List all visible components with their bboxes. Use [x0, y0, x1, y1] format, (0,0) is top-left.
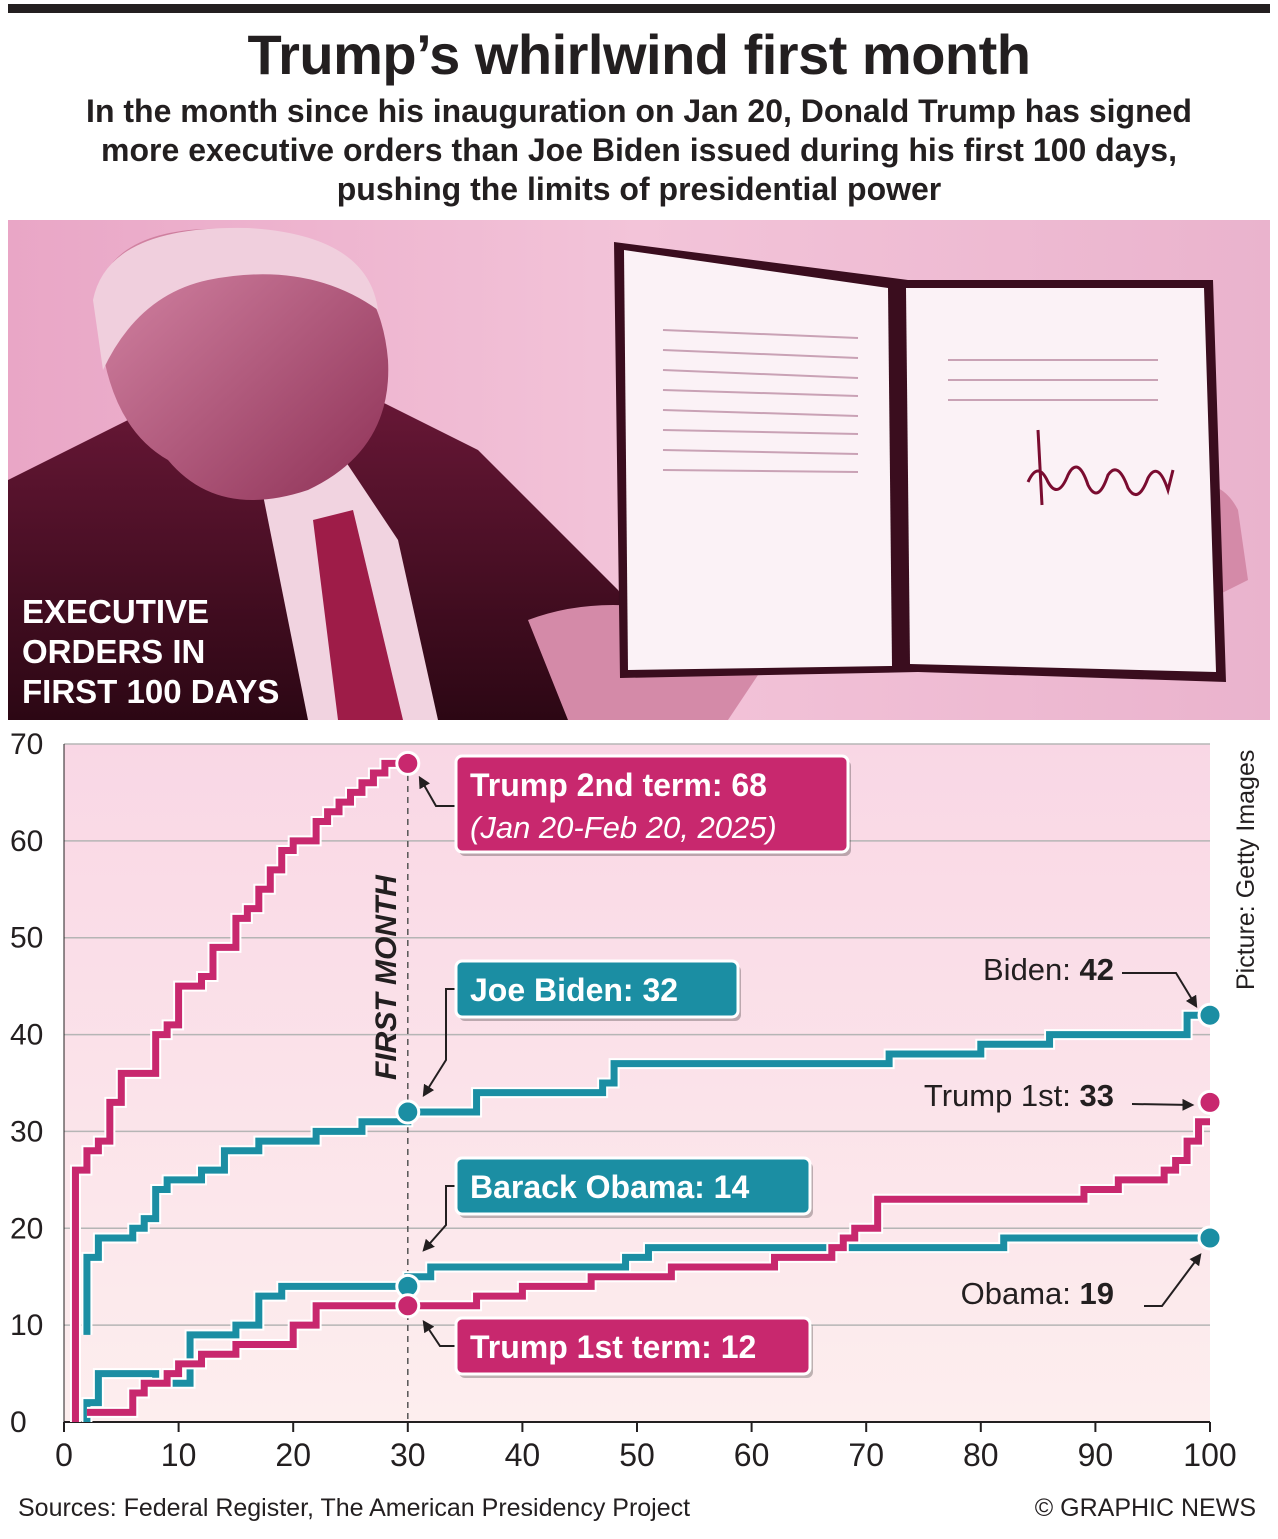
callout-text-trump130: Trump 1st term: 12 [470, 1329, 756, 1365]
x-tick-label: 0 [55, 1437, 73, 1473]
data-point-biden-30 [395, 1099, 421, 1125]
x-tick-label: 20 [275, 1437, 311, 1473]
page-subtitle: In the month since his inauguration on J… [86, 93, 1192, 207]
y-tick-label: 60 [10, 825, 43, 858]
data-point-trump1-100 [1197, 1089, 1223, 1115]
x-tick-label: 30 [390, 1437, 426, 1473]
callout-arrow-obama30 [422, 1185, 456, 1252]
y-tick-label: 20 [10, 1212, 43, 1245]
callout-text-trump2: Trump 2nd term: 68 [470, 767, 767, 803]
y-tick-label: 50 [10, 922, 43, 955]
x-tick-label: 80 [963, 1437, 999, 1473]
end-label-name: Trump 1st: [924, 1078, 1080, 1113]
x-tick-label: 60 [734, 1437, 770, 1473]
y-tick-label: 40 [10, 1019, 43, 1052]
series-line-trump1 [86, 1118, 1210, 1416]
executive-orders-chart: 0 10 20 30 40 50 60 70 0 10 20 30 40 50 60 70 80 90 100 FIR… [10, 728, 1237, 1473]
callout-arrow-trump130 [422, 1320, 456, 1347]
x-tick-label: 70 [848, 1437, 884, 1473]
x-tick-label: 40 [505, 1437, 541, 1473]
x-tick-label: 10 [161, 1437, 197, 1473]
x-tick-label: 50 [619, 1437, 655, 1473]
end-label-value: 42 [1080, 952, 1114, 987]
photo-label-line: FIRST 100 DAYS [22, 673, 280, 710]
photo-label: EXECUTIVE ORDERS IN FIRST 100 DAYS [22, 592, 279, 712]
photo-credit: Picture: Getty Images [1232, 749, 1260, 990]
y-tick-label: 70 [10, 728, 43, 761]
callout-box-trump130 [454, 1316, 812, 1376]
y-tick-label: 0 [10, 1406, 27, 1439]
callout-text-biden30: Joe Biden: 32 [470, 972, 678, 1008]
series-line-obama [83, 1234, 1210, 1422]
x-tick-label: 90 [1078, 1437, 1114, 1473]
x-tick-label: 100 [1183, 1437, 1236, 1473]
callout-arrow-trump2 [418, 775, 456, 807]
photo-label-line: EXECUTIVE [22, 593, 210, 630]
callout-arrow-biden30 [422, 988, 456, 1098]
series-line-trump2 [71, 759, 408, 1422]
top-rule [8, 4, 1270, 13]
end-label-name: Obama: [961, 1276, 1080, 1311]
y-tick-label: 10 [10, 1309, 43, 1342]
data-point-biden-100 [1197, 1002, 1223, 1028]
end-label-arrow-trump1 [1131, 1098, 1195, 1111]
callout-box-trump2 [454, 754, 850, 854]
end-label-value: 33 [1080, 1078, 1114, 1113]
end-label-arrow-biden [1122, 972, 1198, 1009]
callout-box-obama30 [454, 1156, 812, 1216]
end-label-name: Biden: [983, 952, 1080, 987]
data-point-trump1-30 [395, 1293, 421, 1319]
end-label-arrow-obama [1144, 1253, 1202, 1307]
end-label-biden: Biden: 42 [983, 952, 1114, 987]
first-month-label: FIRST MONTH [370, 874, 403, 1080]
callout-subtext-trump2: (Jan 20-Feb 20, 2025) [470, 810, 777, 845]
page-title: Trump’s whirlwind first month [247, 23, 1031, 86]
photo-label-line: ORDERS IN [22, 633, 206, 670]
series-line-biden [83, 1011, 1210, 1335]
sources-note: Sources: Federal Register, The American … [18, 1494, 691, 1522]
y-tick-label: 30 [10, 1115, 43, 1148]
end-label-value: 19 [1080, 1276, 1114, 1311]
end-label-obama: Obama: 19 [961, 1276, 1114, 1311]
photo-trump-signed-order [8, 220, 1270, 720]
copyright-note: © GRAPHIC NEWS [1034, 1494, 1256, 1522]
callout-text-obama30: Barack Obama: 14 [470, 1169, 749, 1205]
callout-box-biden30 [454, 959, 740, 1019]
data-point-obama-100 [1197, 1225, 1223, 1251]
end-label-trump1: Trump 1st: 33 [924, 1078, 1114, 1113]
data-point-trump2-30 [395, 750, 421, 776]
